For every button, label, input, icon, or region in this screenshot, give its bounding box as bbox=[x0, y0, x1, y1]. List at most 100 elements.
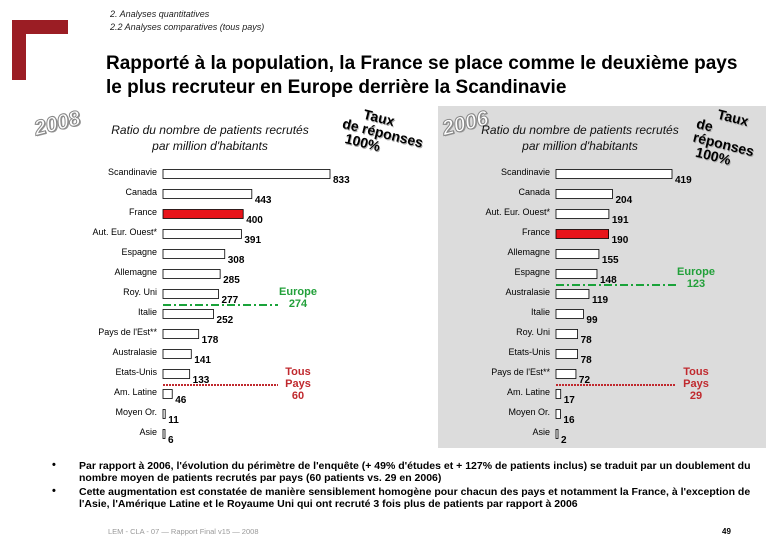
category-label: Etats-Unis bbox=[508, 347, 550, 357]
bullet-dot-icon: • bbox=[52, 485, 56, 497]
category-label: Roy. Uni bbox=[123, 287, 157, 297]
data-label: 285 bbox=[223, 275, 240, 286]
data-label: 78 bbox=[581, 355, 593, 366]
category-label: Italie bbox=[138, 307, 157, 317]
category-label: Canada bbox=[125, 187, 157, 197]
category-label: Am. Latine bbox=[114, 387, 157, 397]
bar-australasie bbox=[162, 349, 192, 359]
bar-aut-eur-ouest- bbox=[555, 209, 610, 219]
category-label: Roy. Uni bbox=[516, 327, 550, 337]
chart-2006-title: Ratio du nombre de patients recrutés par… bbox=[481, 123, 679, 153]
bar-pays-de-l-est- bbox=[162, 329, 200, 339]
bar-aut-eur-ouest- bbox=[162, 229, 242, 239]
reference-label: Tous bbox=[285, 366, 310, 378]
reference-label: Europe bbox=[677, 266, 715, 278]
bar-roy-uni bbox=[555, 329, 578, 339]
bar-espagne bbox=[555, 269, 598, 279]
data-label: 190 bbox=[612, 235, 629, 246]
reference-label: Pays bbox=[683, 378, 709, 390]
reference-label: 29 bbox=[690, 390, 702, 402]
category-label: Asie bbox=[139, 427, 157, 437]
bar-am-latine bbox=[555, 389, 562, 399]
reference-label: 123 bbox=[687, 278, 705, 290]
reference-label: 274 bbox=[289, 298, 308, 310]
bar-italie bbox=[162, 309, 214, 319]
company-logo bbox=[12, 20, 68, 80]
chart-2008-title: Ratio du nombre de patients recrutés par… bbox=[111, 123, 309, 153]
data-label: 119 bbox=[592, 295, 609, 306]
bar-moyen-or- bbox=[162, 409, 166, 419]
category-label: Scandinavie bbox=[108, 167, 157, 177]
category-label: Etats-Unis bbox=[115, 367, 157, 377]
breadcrumb-line-1: 2. Analyses quantitatives bbox=[110, 9, 210, 19]
data-label: 17 bbox=[564, 395, 576, 406]
data-label: 155 bbox=[602, 255, 619, 266]
breadcrumb: 2. Analyses quantitatives 2.2 Analyses c… bbox=[110, 8, 264, 34]
category-label: Italie bbox=[531, 307, 550, 317]
data-label: 78 bbox=[581, 335, 593, 346]
data-label: 141 bbox=[194, 355, 211, 366]
data-label: 72 bbox=[579, 375, 591, 386]
bullet-dot-icon: • bbox=[52, 459, 56, 471]
category-label: Australasie bbox=[505, 287, 550, 297]
data-label: 148 bbox=[600, 275, 617, 286]
category-label: France bbox=[129, 207, 157, 217]
bar-asie bbox=[162, 429, 166, 439]
category-label: Am. Latine bbox=[507, 387, 550, 397]
bar-allemagne bbox=[162, 269, 221, 279]
reference-label: Tous bbox=[683, 366, 708, 378]
reference-label: Europe bbox=[279, 286, 317, 298]
category-label: Scandinavie bbox=[501, 167, 550, 177]
reference-label: 60 bbox=[292, 390, 304, 402]
data-label: 11 bbox=[168, 415, 179, 426]
bar-canada bbox=[555, 189, 613, 199]
bar-allemagne bbox=[555, 249, 600, 259]
data-label: 204 bbox=[615, 195, 632, 206]
bar-australasie bbox=[555, 289, 590, 299]
category-label: Aut. Eur. Ouest* bbox=[485, 207, 550, 217]
bar-scandinavie bbox=[555, 169, 673, 179]
category-label: Moyen Or. bbox=[115, 407, 157, 417]
reference-label: Pays bbox=[285, 378, 311, 390]
bar-espagne bbox=[162, 249, 226, 259]
bullet-list: • Par rapport à 2006, l'évolution du péri… bbox=[52, 459, 762, 512]
page-title: Rapporté à la population, la France se p… bbox=[106, 53, 738, 98]
footer-text: LEM - CLA - 07 — Rapport Final v15 — 200… bbox=[108, 527, 259, 536]
data-label: 46 bbox=[175, 395, 187, 406]
data-label: 833 bbox=[333, 175, 350, 186]
bar-france bbox=[162, 209, 244, 219]
bar-pays-de-l-est- bbox=[555, 369, 577, 379]
category-label: Pays de l'Est** bbox=[491, 367, 550, 377]
category-label: Espagne bbox=[514, 267, 550, 277]
bar-scandinavie bbox=[162, 169, 331, 179]
category-label: Australasie bbox=[112, 347, 157, 357]
data-label: 133 bbox=[193, 375, 210, 386]
page-number: 49 bbox=[722, 527, 731, 536]
category-label: Allemagne bbox=[114, 267, 157, 277]
category-label: Espagne bbox=[121, 247, 157, 257]
category-label: Pays de l'Est** bbox=[98, 327, 157, 337]
category-label: Asie bbox=[532, 427, 550, 437]
bar-roy-uni bbox=[162, 289, 219, 299]
bar-france bbox=[555, 229, 610, 239]
data-label: 419 bbox=[675, 175, 692, 186]
bullet-text: Par rapport à 2006, l'évolution du périm… bbox=[79, 460, 751, 484]
bar-etats-unis bbox=[555, 349, 578, 359]
chart-2006-background bbox=[438, 106, 766, 448]
data-label: 178 bbox=[202, 335, 219, 346]
data-label: 391 bbox=[244, 235, 261, 246]
data-label: 191 bbox=[612, 215, 629, 226]
bar-asie bbox=[555, 429, 559, 439]
bar-moyen-or- bbox=[555, 409, 561, 419]
breadcrumb-line-2: 2.2 Analyses comparatives (tous pays) bbox=[110, 22, 265, 32]
bar-etats-unis bbox=[162, 369, 191, 379]
data-label: 443 bbox=[255, 195, 272, 206]
category-label: Moyen Or. bbox=[508, 407, 550, 417]
data-label: 277 bbox=[222, 295, 239, 306]
data-label: 16 bbox=[563, 415, 575, 426]
bar-canada bbox=[162, 189, 253, 199]
bullet-item: • Par rapport à 2006, l'évolution du péri… bbox=[52, 459, 762, 484]
bar-am-latine bbox=[162, 389, 173, 399]
data-label: 2 bbox=[561, 435, 567, 446]
